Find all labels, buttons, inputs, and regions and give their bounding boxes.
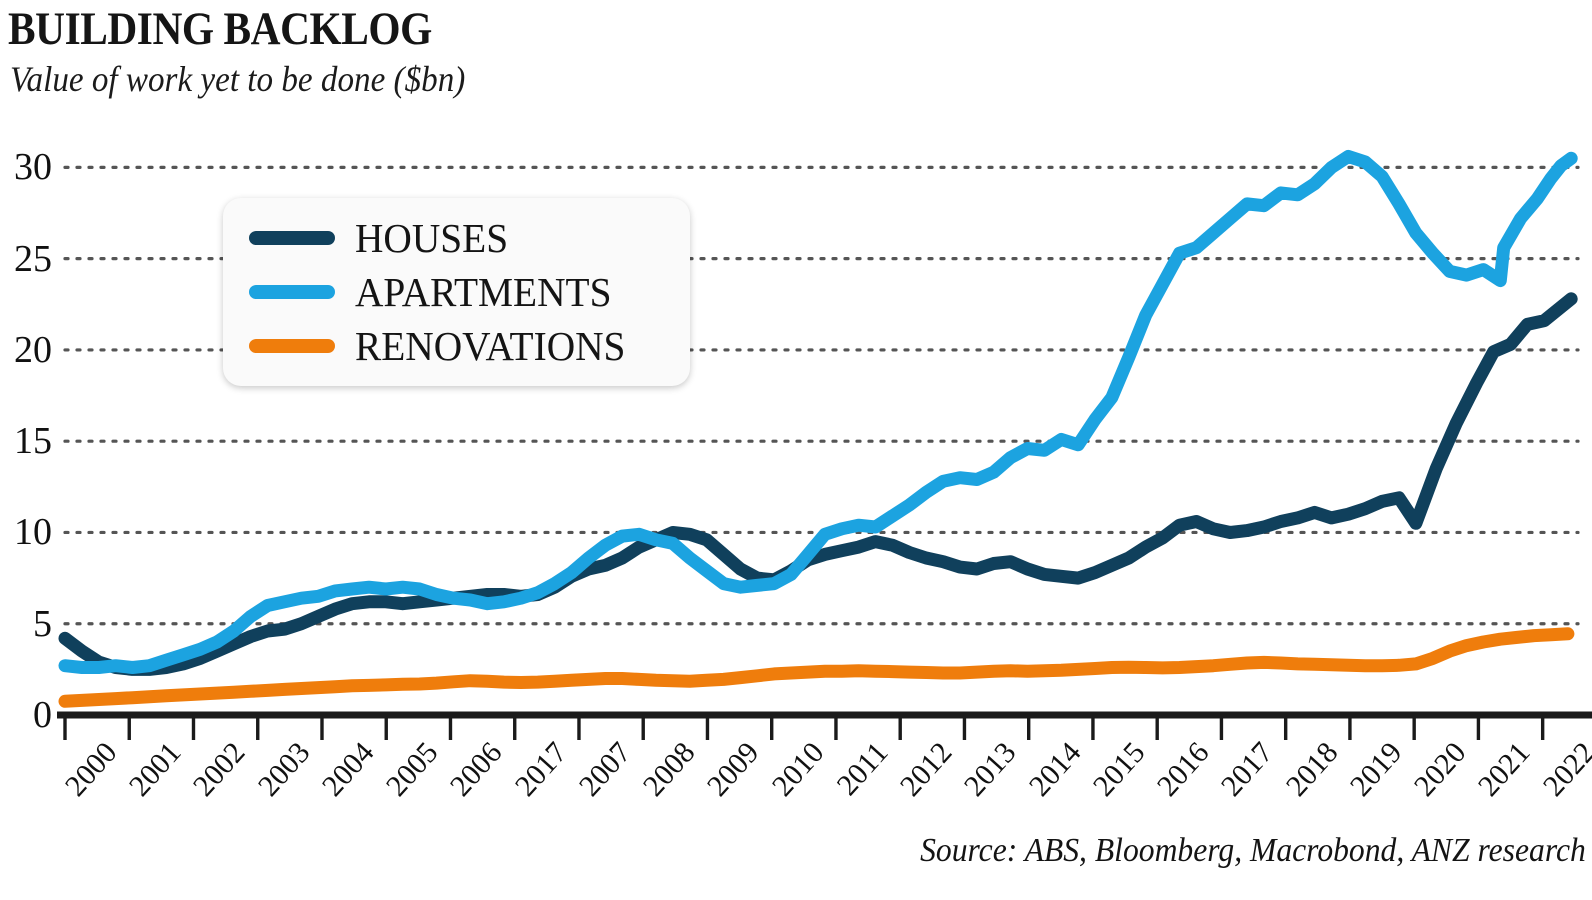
legend-label-houses: HOUSES — [355, 214, 509, 261]
chart-subtitle: Value of work yet to be done ($bn) — [10, 59, 466, 99]
legend-label-renovations: RENOVATIONS — [355, 322, 626, 369]
legend-swatch-apartments — [249, 285, 335, 299]
y-axis-tick-label: 30 — [14, 146, 52, 189]
y-axis-tick-label: 0 — [33, 694, 52, 736]
source-note: Source: ABS, Bloomberg, Macrobond, ANZ r… — [920, 832, 1586, 869]
y-axis-tick-label: 5 — [33, 602, 52, 645]
legend-label-apartments: APARTMENTS — [355, 268, 612, 315]
legend-item-houses[interactable]: HOUSES — [249, 212, 514, 264]
legend-swatch-houses — [249, 231, 335, 245]
y-axis-tick-label: 10 — [14, 511, 52, 554]
legend-item-apartments[interactable]: APARTMENTS — [249, 266, 622, 318]
series-line-renovations — [58, 627, 1575, 708]
chart-legend: HOUSES APARTMENTS RENOVATIONS — [223, 198, 690, 386]
y-axis-tick-label: 15 — [14, 420, 52, 463]
legend-item-renovations[interactable]: RENOVATIONS — [249, 320, 637, 372]
legend-swatch-renovations — [249, 339, 335, 353]
y-axis-tick-label: 20 — [14, 328, 52, 371]
x-axis — [57, 711, 1592, 740]
page-title: BUILDING BACKLOG — [8, 3, 432, 55]
series-line-apartments — [58, 149, 1578, 674]
series-lines — [58, 149, 1578, 708]
y-axis-tick-label: 25 — [14, 237, 52, 280]
